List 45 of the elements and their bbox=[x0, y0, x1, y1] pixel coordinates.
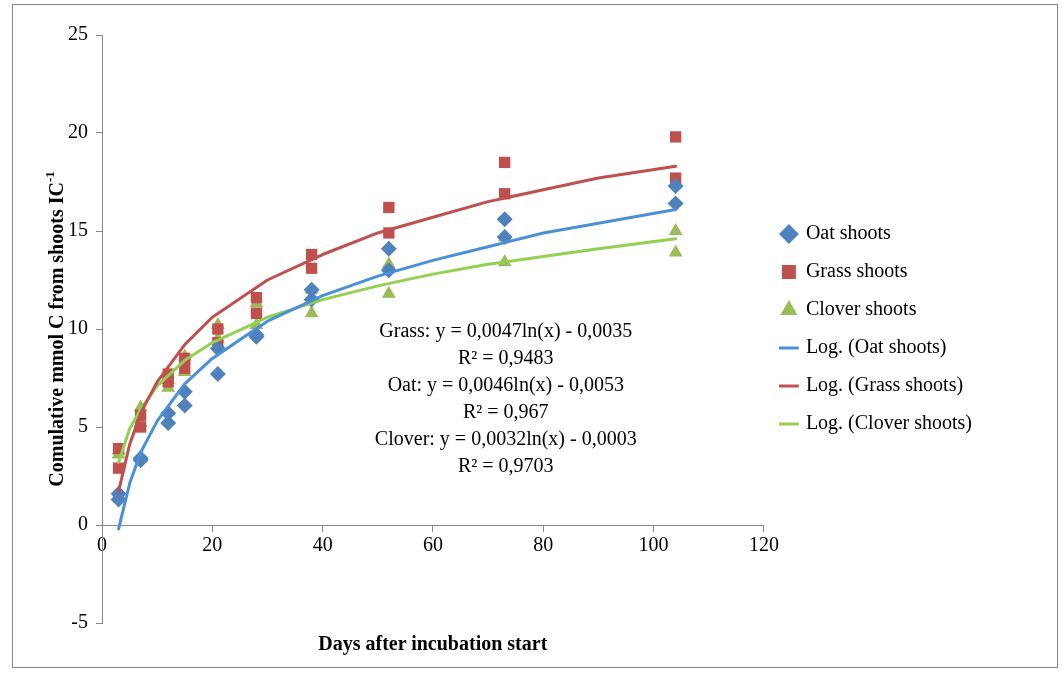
y-tick-label: 20 bbox=[68, 120, 88, 143]
x-tick-label: 0 bbox=[97, 533, 107, 556]
point bbox=[380, 240, 397, 257]
y-tick-label: 10 bbox=[68, 316, 88, 339]
x-tick-label: 100 bbox=[638, 533, 669, 556]
y-tick-label: 0 bbox=[78, 512, 88, 535]
annotation: R² = 0,9703 bbox=[457, 454, 554, 477]
y-tick-label: 25 bbox=[68, 22, 88, 45]
point bbox=[304, 305, 319, 318]
legend-label: Log. (Grass shoots) bbox=[805, 373, 964, 397]
y-tick-label: 5 bbox=[78, 414, 88, 437]
y-tick-label: -5 bbox=[71, 610, 88, 633]
legend-label: Clover shoots bbox=[805, 297, 917, 320]
y-axis-title: Comulative mmol C from shoots IC-1 bbox=[42, 171, 68, 487]
annotation: Clover: y = 0,0032ln(x) - 0,0003 bbox=[374, 427, 637, 451]
point bbox=[250, 291, 263, 304]
point bbox=[496, 211, 513, 228]
point bbox=[499, 156, 511, 169]
x-tick-label: 40 bbox=[312, 533, 333, 556]
point bbox=[381, 285, 396, 298]
legend-label: Log. (Oat shoots) bbox=[805, 335, 947, 359]
x-tick-label: 20 bbox=[202, 533, 223, 556]
point bbox=[176, 397, 193, 414]
point bbox=[668, 244, 683, 257]
point bbox=[383, 201, 395, 214]
point bbox=[250, 307, 263, 319]
point bbox=[668, 223, 683, 235]
point bbox=[212, 323, 224, 335]
annotation: R² = 0,9483 bbox=[457, 346, 554, 369]
x-axis-title: Days after incubation start bbox=[318, 632, 548, 656]
y-tick-label: 15 bbox=[68, 218, 88, 241]
annotation: R² = 0,967 bbox=[462, 400, 549, 423]
annotation: Grass: y = 0,0047ln(x) - 0,0035 bbox=[379, 319, 633, 343]
point bbox=[305, 262, 318, 274]
legend-label: Oat shoots bbox=[805, 221, 892, 244]
x-tick-label: 60 bbox=[422, 533, 443, 556]
x-tick-label: 80 bbox=[533, 533, 554, 556]
point bbox=[209, 366, 226, 383]
point bbox=[670, 131, 682, 143]
annotation: Oat: y = 0,0046ln(x) - 0,0053 bbox=[387, 373, 624, 397]
legend-label: Log. (Clover shoots) bbox=[805, 411, 972, 435]
point bbox=[667, 195, 684, 212]
legend-label: Grass shoots bbox=[805, 259, 908, 282]
x-tick-label: 120 bbox=[748, 533, 779, 556]
point bbox=[667, 177, 684, 194]
